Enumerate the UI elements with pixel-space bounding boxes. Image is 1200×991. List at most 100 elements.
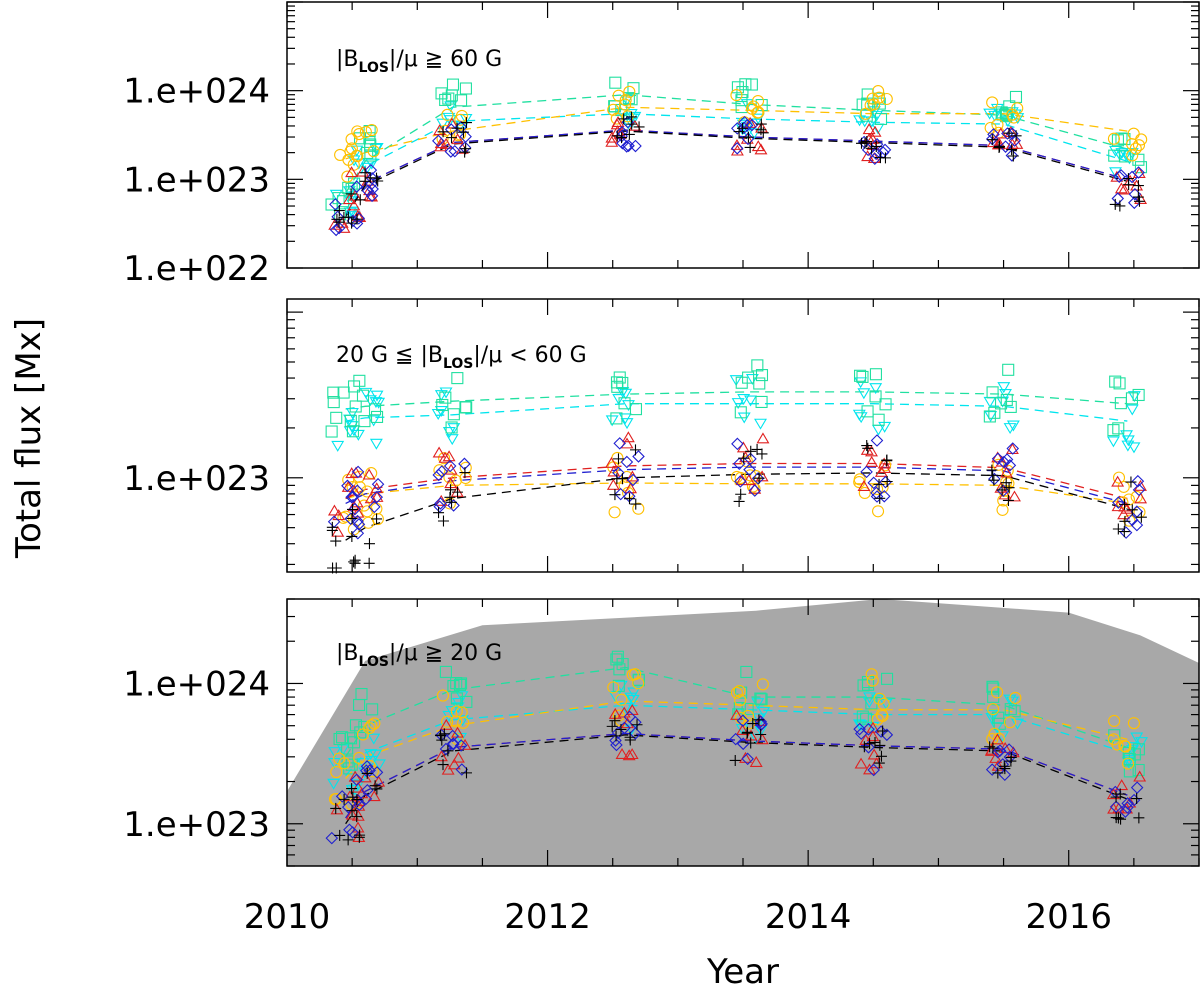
data-point-black-plus	[338, 211, 350, 223]
data-point-black-plus	[442, 745, 454, 757]
data-point-orange-circles	[438, 452, 451, 465]
data-point-orange-circles	[365, 719, 378, 732]
data-point-green-squares	[736, 86, 749, 99]
data-point-orange-circles	[1118, 739, 1131, 752]
data-point-orange-circles	[873, 692, 886, 705]
data-point-green-squares	[439, 665, 452, 678]
data-point-blue-diamonds	[730, 142, 744, 155]
data-point-black-plus	[861, 440, 873, 452]
data-point-orange-circles	[1004, 716, 1017, 729]
data-point-green-squares	[1134, 161, 1148, 174]
data-point-blue-diamonds	[352, 212, 366, 225]
data-point-black-plus	[1122, 173, 1134, 185]
data-point-green-squares	[996, 108, 1009, 121]
data-point-black-plus	[733, 495, 745, 507]
data-point-black-plus	[859, 137, 871, 149]
data-point-black-plus	[436, 734, 448, 746]
data-point-orange-circles	[1108, 714, 1121, 728]
data-point-orange-circles	[751, 106, 764, 119]
x-tick-label: 2010	[244, 897, 331, 937]
data-point-orange-circles	[330, 765, 343, 779]
data-point-black-plus	[460, 767, 472, 779]
data-point-black-plus	[363, 538, 375, 550]
data-point-black-plus	[361, 767, 373, 779]
data-point-cyan-triangles	[983, 396, 997, 408]
data-point-black-plus	[460, 143, 472, 155]
data-point-blue-diamonds	[620, 140, 633, 153]
data-point-black-plus	[371, 513, 383, 525]
fit-line-black-plus	[345, 472, 1128, 541]
data-point-red-triangles	[991, 138, 1005, 150]
data-point-green-squares	[345, 758, 358, 771]
data-point-orange-circles	[632, 502, 645, 515]
data-point-blue-diamonds	[344, 512, 357, 526]
data-point-orange-circles	[1002, 477, 1015, 490]
data-point-orange-circles	[350, 149, 363, 162]
data-point-green-squares	[1113, 377, 1126, 390]
data-point-cyan-triangles	[622, 400, 635, 412]
data-point-black-plus	[369, 780, 381, 792]
data-point-green-squares	[881, 672, 894, 685]
data-point-black-plus	[1114, 200, 1126, 212]
data-point-black-plus	[372, 175, 384, 187]
data-point-black-plus	[616, 132, 628, 144]
data-point-blue-diamonds	[432, 134, 445, 148]
data-point-green-squares	[853, 369, 867, 382]
data-point-green-squares	[356, 389, 370, 402]
data-point-red-triangles	[1008, 490, 1021, 502]
data-point-blue-diamonds	[365, 189, 379, 203]
data-point-red-triangles	[351, 506, 365, 518]
fit-line-blue-diamonds	[345, 732, 1128, 819]
data-point-orange-circles	[626, 668, 639, 681]
data-point-black-plus	[434, 729, 446, 741]
panel-label: |BLOS|/μ ≧ 20 G	[336, 641, 502, 670]
data-point-black-plus	[745, 737, 757, 749]
data-point-orange-circles	[436, 689, 449, 702]
data-point-red-triangles	[370, 490, 384, 502]
data-point-green-squares	[370, 410, 384, 423]
data-point-orange-circles	[1127, 717, 1140, 730]
data-point-orange-circles	[459, 461, 472, 474]
data-point-green-squares	[869, 368, 882, 381]
data-point-red-triangles	[990, 733, 1004, 745]
data-point-black-plus	[334, 829, 346, 841]
data-point-blue-diamonds	[729, 732, 742, 746]
data-point-green-squares	[994, 397, 1008, 410]
data-point-black-plus	[446, 496, 458, 508]
data-point-green-squares	[1000, 107, 1013, 120]
data-point-red-triangles	[441, 763, 455, 775]
data-point-blue-diamonds	[748, 484, 762, 497]
data-point-black-plus	[741, 727, 753, 739]
data-point-black-plus	[753, 472, 765, 484]
data-point-blue-diamonds	[731, 122, 744, 135]
data-point-orange-circles	[368, 717, 381, 730]
data-point-cyan-triangles	[369, 397, 383, 409]
data-point-green-squares	[610, 653, 623, 666]
data-point-blue-diamonds	[857, 135, 871, 149]
data-point-green-squares	[1000, 110, 1013, 123]
data-point-green-squares	[1132, 153, 1145, 166]
data-point-blue-diamonds	[611, 726, 625, 740]
data-point-blue-diamonds	[366, 182, 379, 196]
data-point-green-squares	[755, 693, 768, 706]
data-point-green-squares	[459, 82, 472, 95]
data-point-black-plus	[444, 491, 456, 503]
data-point-black-plus	[870, 140, 882, 152]
data-point-blue-diamonds	[350, 180, 364, 193]
data-point-red-triangles	[986, 136, 1000, 148]
data-point-blue-diamonds	[1002, 743, 1016, 756]
data-point-green-squares	[337, 386, 350, 399]
data-point-orange-circles	[621, 110, 634, 123]
data-point-red-triangles	[347, 199, 361, 211]
data-point-cyan-triangles	[447, 423, 461, 435]
data-point-black-plus	[744, 141, 756, 153]
data-point-black-plus	[992, 767, 1004, 779]
data-point-cyan-triangles	[367, 733, 381, 745]
data-point-orange-circles	[339, 510, 352, 523]
data-point-cyan-triangles	[731, 398, 745, 410]
data-point-orange-circles	[615, 693, 628, 706]
data-point-blue-diamonds	[868, 152, 882, 166]
fit-line-orange-circles	[345, 700, 1128, 779]
data-point-cyan-triangles	[1006, 420, 1020, 432]
fit-line-green-squares	[345, 666, 1128, 758]
